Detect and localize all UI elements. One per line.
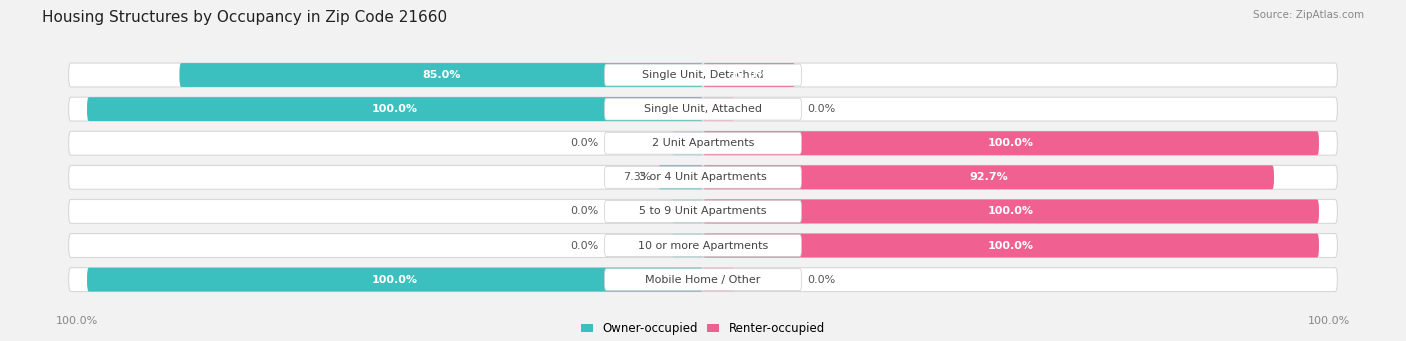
Text: 10 or more Apartments: 10 or more Apartments (638, 240, 768, 251)
FancyBboxPatch shape (605, 269, 801, 291)
Text: Single Unit, Detached: Single Unit, Detached (643, 70, 763, 80)
FancyBboxPatch shape (605, 64, 801, 86)
FancyBboxPatch shape (703, 165, 1274, 189)
Text: 0.0%: 0.0% (569, 138, 599, 148)
Text: 3 or 4 Unit Apartments: 3 or 4 Unit Apartments (640, 172, 766, 182)
FancyBboxPatch shape (180, 63, 703, 87)
FancyBboxPatch shape (605, 235, 801, 256)
FancyBboxPatch shape (69, 63, 1337, 87)
FancyBboxPatch shape (69, 97, 1337, 121)
Text: 100.0%: 100.0% (988, 240, 1033, 251)
FancyBboxPatch shape (69, 165, 1337, 189)
Text: 100.0%: 100.0% (56, 315, 98, 326)
FancyBboxPatch shape (69, 199, 1337, 223)
FancyBboxPatch shape (703, 97, 734, 121)
FancyBboxPatch shape (87, 268, 703, 292)
FancyBboxPatch shape (703, 63, 796, 87)
FancyBboxPatch shape (605, 166, 801, 188)
FancyBboxPatch shape (703, 234, 1319, 257)
Text: 100.0%: 100.0% (988, 206, 1033, 217)
Text: 0.0%: 0.0% (807, 275, 837, 285)
Text: 15.0%: 15.0% (730, 70, 769, 80)
Text: 100.0%: 100.0% (373, 275, 418, 285)
Text: 92.7%: 92.7% (969, 172, 1008, 182)
Text: 100.0%: 100.0% (373, 104, 418, 114)
FancyBboxPatch shape (703, 131, 1319, 155)
FancyBboxPatch shape (658, 165, 703, 189)
FancyBboxPatch shape (672, 234, 703, 257)
Text: 0.0%: 0.0% (807, 104, 837, 114)
Text: 0.0%: 0.0% (569, 240, 599, 251)
Legend: Owner-occupied, Renter-occupied: Owner-occupied, Renter-occupied (581, 322, 825, 335)
Text: 100.0%: 100.0% (988, 138, 1033, 148)
Text: 5 to 9 Unit Apartments: 5 to 9 Unit Apartments (640, 206, 766, 217)
FancyBboxPatch shape (69, 234, 1337, 257)
Text: 100.0%: 100.0% (1308, 315, 1350, 326)
FancyBboxPatch shape (703, 268, 734, 292)
Text: Single Unit, Attached: Single Unit, Attached (644, 104, 762, 114)
FancyBboxPatch shape (672, 199, 703, 223)
FancyBboxPatch shape (605, 201, 801, 222)
Text: 0.0%: 0.0% (569, 206, 599, 217)
FancyBboxPatch shape (672, 131, 703, 155)
Text: Mobile Home / Other: Mobile Home / Other (645, 275, 761, 285)
FancyBboxPatch shape (69, 268, 1337, 292)
FancyBboxPatch shape (87, 97, 703, 121)
FancyBboxPatch shape (605, 132, 801, 154)
Text: 85.0%: 85.0% (422, 70, 460, 80)
Text: 7.3%: 7.3% (623, 172, 652, 182)
Text: Housing Structures by Occupancy in Zip Code 21660: Housing Structures by Occupancy in Zip C… (42, 10, 447, 25)
FancyBboxPatch shape (69, 131, 1337, 155)
Text: 2 Unit Apartments: 2 Unit Apartments (652, 138, 754, 148)
Text: Source: ZipAtlas.com: Source: ZipAtlas.com (1253, 10, 1364, 20)
FancyBboxPatch shape (703, 199, 1319, 223)
FancyBboxPatch shape (605, 98, 801, 120)
